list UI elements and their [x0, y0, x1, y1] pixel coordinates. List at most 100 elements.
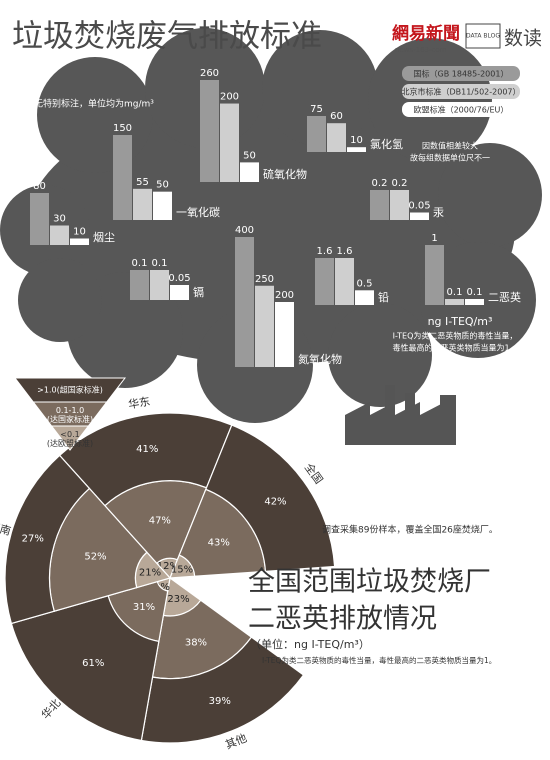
annotation: I-TEQ为类二恶英物质的毒性当量，: [393, 331, 518, 341]
bar: [133, 188, 152, 220]
legend-label: 欧盟标准（2000/76/EU）: [414, 105, 509, 115]
legend-swatch: [402, 102, 520, 117]
bar: [220, 103, 239, 182]
value-label: 43%: [208, 538, 230, 549]
logo: 網易新聞: [392, 23, 460, 44]
value-label: 47%: [149, 515, 171, 526]
value-label: 55: [136, 177, 149, 188]
bar: [170, 285, 189, 300]
blog: DATA BLOG: [466, 33, 500, 40]
category-label: 氯化氢: [370, 137, 403, 151]
category-label: 镉: [193, 285, 204, 299]
bar: [465, 299, 484, 305]
bar: [425, 245, 444, 305]
category-label: 烟尘: [93, 230, 115, 244]
legend-label: >1.0(超国家标准): [37, 385, 103, 395]
factory-icon: [345, 385, 456, 445]
bar: [355, 290, 374, 305]
value-label: 30: [53, 214, 66, 225]
value-label: 0.1: [447, 287, 463, 298]
value-label: 400: [235, 225, 254, 236]
value-label: 10: [73, 227, 86, 238]
legend-label: 0.1-1.0 (达国家标准): [47, 406, 93, 424]
bar: [130, 270, 149, 300]
value-label: 200: [275, 290, 294, 301]
legend-label: 国标（GB 18485-2001）: [414, 69, 509, 79]
value-label: 0.05: [168, 273, 190, 284]
value-label: 0.1: [152, 258, 168, 269]
value-label: 61%: [82, 658, 104, 669]
legend-swatch: [402, 84, 520, 99]
value-label: 8%: [154, 582, 170, 593]
sector: [10, 594, 160, 742]
category-label: 硫氧化物: [263, 167, 307, 181]
value-label: 50: [156, 180, 169, 191]
value-label: 1.6: [337, 246, 353, 257]
region-label: 其他: [223, 732, 248, 752]
value-label: 60: [330, 111, 343, 122]
title: 垃圾焚烧废气排放标准: [12, 19, 322, 55]
value-label: 39%: [209, 696, 231, 707]
bar: [307, 116, 326, 152]
legend-swatch: [402, 66, 520, 81]
sector: [205, 424, 336, 572]
value-label: 21%: [139, 567, 161, 578]
value-label: 75: [310, 104, 323, 115]
value-label: 31%: [133, 602, 155, 613]
category-label: 铅: [378, 290, 389, 304]
category-label: 汞: [433, 206, 444, 219]
value-label: 38%: [185, 637, 207, 648]
annotation: I-TEQ为类二恶英物质的毒性当量，毒性最高的二恶英类物质当量为1。: [262, 655, 496, 665]
annotation: 调查采集89份样本，覆盖全国26座焚烧厂。: [322, 524, 498, 536]
category-label: 一氧化碳: [176, 205, 220, 219]
scale-note: 故每组数据单位尺不一: [410, 153, 490, 163]
bar: [255, 285, 274, 367]
chart-title: 二恶英排放情况: [248, 604, 437, 635]
bar: [370, 190, 389, 220]
bar: [315, 258, 334, 305]
category-label: 二恶英: [488, 290, 521, 304]
value-label: 23%: [167, 594, 189, 605]
value-label: 0.2: [372, 178, 388, 189]
value-label: 200: [220, 92, 239, 103]
value-label: 150: [113, 123, 132, 134]
value-label: 1: [431, 233, 437, 244]
value-label: 41%: [136, 444, 158, 455]
chart-subtitle: （单位：ng I-TEQ/m³）: [250, 637, 370, 651]
region-label: 全国: [302, 460, 326, 486]
bar: [70, 238, 89, 245]
value-label: 260: [200, 68, 219, 79]
bar: [235, 237, 254, 367]
value-label: 15%: [171, 564, 193, 575]
bar: [275, 302, 294, 367]
bar: [445, 299, 464, 305]
value-label: 0.1: [467, 287, 483, 298]
bar: [153, 191, 172, 220]
value-label: 0.05: [408, 201, 430, 212]
annotation: 毒性最高的二恶英类物质当量为1。: [392, 343, 517, 353]
legend-label: <0.1 (达欧盟标准): [47, 430, 93, 448]
value-label: 10: [350, 135, 363, 146]
legend-swatch: [13, 377, 127, 403]
value-label: 250: [255, 274, 274, 285]
unit-note: 若无特别标注，单位均为mg/m³: [25, 98, 154, 110]
legend-label: 北京市标准（DB11/502-2007）: [401, 87, 520, 97]
value-label: 12%: [157, 561, 179, 572]
value-label: 0.5: [357, 278, 373, 289]
value-label: 42%: [264, 496, 286, 507]
annotation: ng I-TEQ/m³: [428, 315, 493, 328]
bar: [150, 270, 169, 300]
blog-box: [465, 23, 501, 49]
sector: [4, 454, 91, 625]
category-label: 氮氧化物: [298, 352, 342, 366]
value-label: 50: [243, 150, 256, 161]
bar: [113, 135, 132, 220]
bar: [390, 190, 409, 220]
value-label: 52%: [84, 552, 106, 563]
value-label: 27%: [22, 534, 44, 545]
chart-title: 全国范围垃圾焚烧厂: [248, 567, 491, 598]
bar: [50, 225, 69, 245]
bar: [200, 80, 219, 182]
bar: [335, 258, 354, 305]
